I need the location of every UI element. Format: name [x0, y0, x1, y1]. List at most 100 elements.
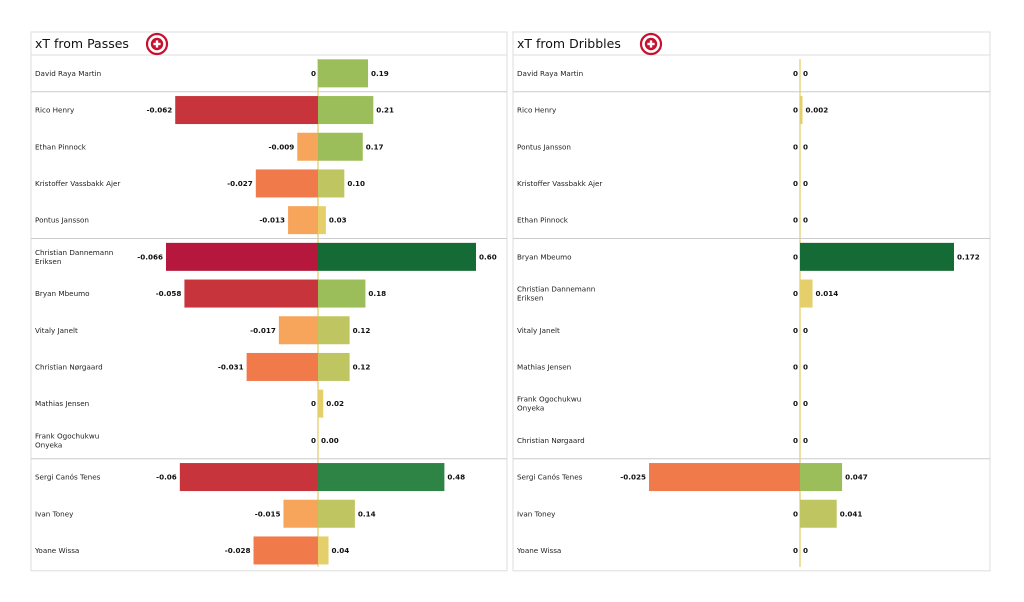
pos-value-label: 0.19: [371, 69, 389, 78]
player-name: Rico Henry: [517, 106, 557, 115]
pos-bar: [318, 536, 329, 565]
player-row: Bryan Mbeumo -0.058 0.18: [35, 279, 386, 308]
pos-value-label: 0: [803, 399, 808, 408]
chart-title: xT from Passes: [35, 36, 129, 51]
player-name: Vitaly Janelt: [35, 326, 78, 335]
pos-value-label: 0: [803, 69, 808, 78]
player-name: Yoane Wissa: [34, 546, 79, 555]
pos-value-label: 0: [803, 216, 808, 225]
player-name: Sergi Canós Tenes: [35, 473, 101, 482]
pos-bar: [800, 499, 837, 528]
pos-value-label: 0.18: [368, 289, 386, 298]
player-row: Mathias Jensen 0 0: [517, 362, 808, 371]
player-row: Ivan Toney 0 0.041: [517, 499, 862, 528]
pos-value-label: 0.172: [957, 252, 980, 261]
neg-value-label: -0.017: [250, 326, 276, 335]
player-row: Sergi Canós Tenes -0.025 0.047: [517, 463, 868, 492]
neg-value-label: -0.025: [620, 473, 646, 482]
player-name: Christian Dannemann: [517, 285, 595, 294]
player-name: Pontus Jansson: [517, 142, 571, 151]
neg-value-label: 0: [793, 399, 798, 408]
chart-title: xT from Dribbles: [517, 36, 621, 51]
neg-bar: [166, 242, 318, 271]
pos-value-label: 0: [803, 436, 808, 445]
neg-value-label: 0: [793, 252, 798, 261]
player-row: Kristoffer Vassbakk Ajer -0.027 0.10: [35, 169, 365, 198]
pos-bar: [318, 206, 326, 235]
pos-value-label: 0.60: [479, 252, 497, 261]
neg-value-label: -0.062: [146, 106, 172, 115]
player-name: Ethan Pinnock: [517, 216, 569, 225]
neg-value-label: -0.013: [259, 216, 285, 225]
player-row: Christian Nørgaard 0 0: [517, 436, 808, 445]
pos-bar: [318, 352, 350, 381]
pos-value-label: 0.002: [806, 106, 829, 115]
player-name: David Raya Martin: [517, 69, 583, 78]
player-row: David Raya Martin 0 0.19: [35, 59, 389, 88]
player-name: Pontus Jansson: [35, 216, 89, 225]
player-name: Vitaly Janelt: [517, 326, 560, 335]
neg-value-label: -0.06: [156, 473, 177, 482]
player-name: Rico Henry: [35, 106, 75, 115]
neg-value-label: 0: [793, 362, 798, 371]
neg-value-label: 0: [311, 69, 316, 78]
pos-value-label: 0: [803, 362, 808, 371]
neg-bar: [255, 169, 318, 198]
pos-bar: [318, 463, 445, 492]
player-name: Ivan Toney: [517, 509, 556, 518]
neg-bar: [288, 206, 318, 235]
player-name: David Raya Martin: [35, 69, 101, 78]
neg-value-label: -0.058: [156, 289, 182, 298]
pos-bar: [318, 389, 324, 418]
player-row: Yoane Wissa 0 0: [516, 546, 808, 555]
player-name: Christian Nørgaard: [35, 362, 103, 371]
neg-value-label: 0: [793, 216, 798, 225]
pos-bar: [318, 242, 476, 271]
player-name: Onyeka: [517, 404, 544, 413]
player-row: Christian Nørgaard -0.031 0.12: [35, 352, 371, 381]
brentford-crest-icon: [145, 32, 169, 56]
pos-value-label: 0.10: [347, 179, 365, 188]
neg-bar: [649, 463, 800, 492]
neg-value-label: 0: [793, 142, 798, 151]
neg-bar: [179, 463, 318, 492]
player-name: Mathias Jensen: [517, 362, 571, 371]
player-name: Frank Ogochukwu: [35, 431, 99, 440]
player-name: Sergi Canós Tenes: [517, 473, 583, 482]
player-row: Ethan Pinnock -0.009 0.17: [35, 132, 384, 161]
neg-value-label: 0: [311, 436, 316, 445]
pos-bar: [318, 316, 350, 345]
pos-bar: [318, 279, 366, 308]
pos-value-label: 0.047: [845, 473, 868, 482]
player-row: Ethan Pinnock 0 0: [517, 216, 808, 225]
chart-panel-passes: xT from Passes David Raya Martin 0 0.19 Rico…: [30, 31, 508, 572]
pos-value-label: 0.48: [447, 473, 465, 482]
neg-value-label: 0: [793, 509, 798, 518]
pos-value-label: 0.03: [329, 216, 347, 225]
neg-value-label: 0: [793, 69, 798, 78]
pos-value-label: 0.14: [358, 509, 376, 518]
neg-bar: [278, 316, 318, 345]
neg-bar: [175, 96, 318, 125]
player-name: Kristoffer Vassbakk Ajer: [517, 179, 602, 188]
pos-bar: [318, 96, 374, 125]
player-row: Vitaly Janelt 0 0: [517, 326, 808, 335]
player-name: Mathias Jensen: [35, 399, 89, 408]
pos-bar: [318, 169, 345, 198]
brentford-crest-icon: [639, 32, 663, 56]
pos-bar: [318, 132, 363, 161]
pos-value-label: 0.12: [353, 362, 371, 371]
pos-value-label: 0: [803, 546, 808, 555]
pos-value-label: 0: [803, 142, 808, 151]
player-name: Bryan Mbeumo: [35, 289, 90, 298]
neg-value-label: 0: [793, 106, 798, 115]
pos-bar: [318, 59, 369, 88]
pos-bar: [800, 463, 843, 492]
player-row: Sergi Canós Tenes -0.06 0.48: [35, 463, 465, 492]
pos-value-label: 0.04: [332, 546, 350, 555]
